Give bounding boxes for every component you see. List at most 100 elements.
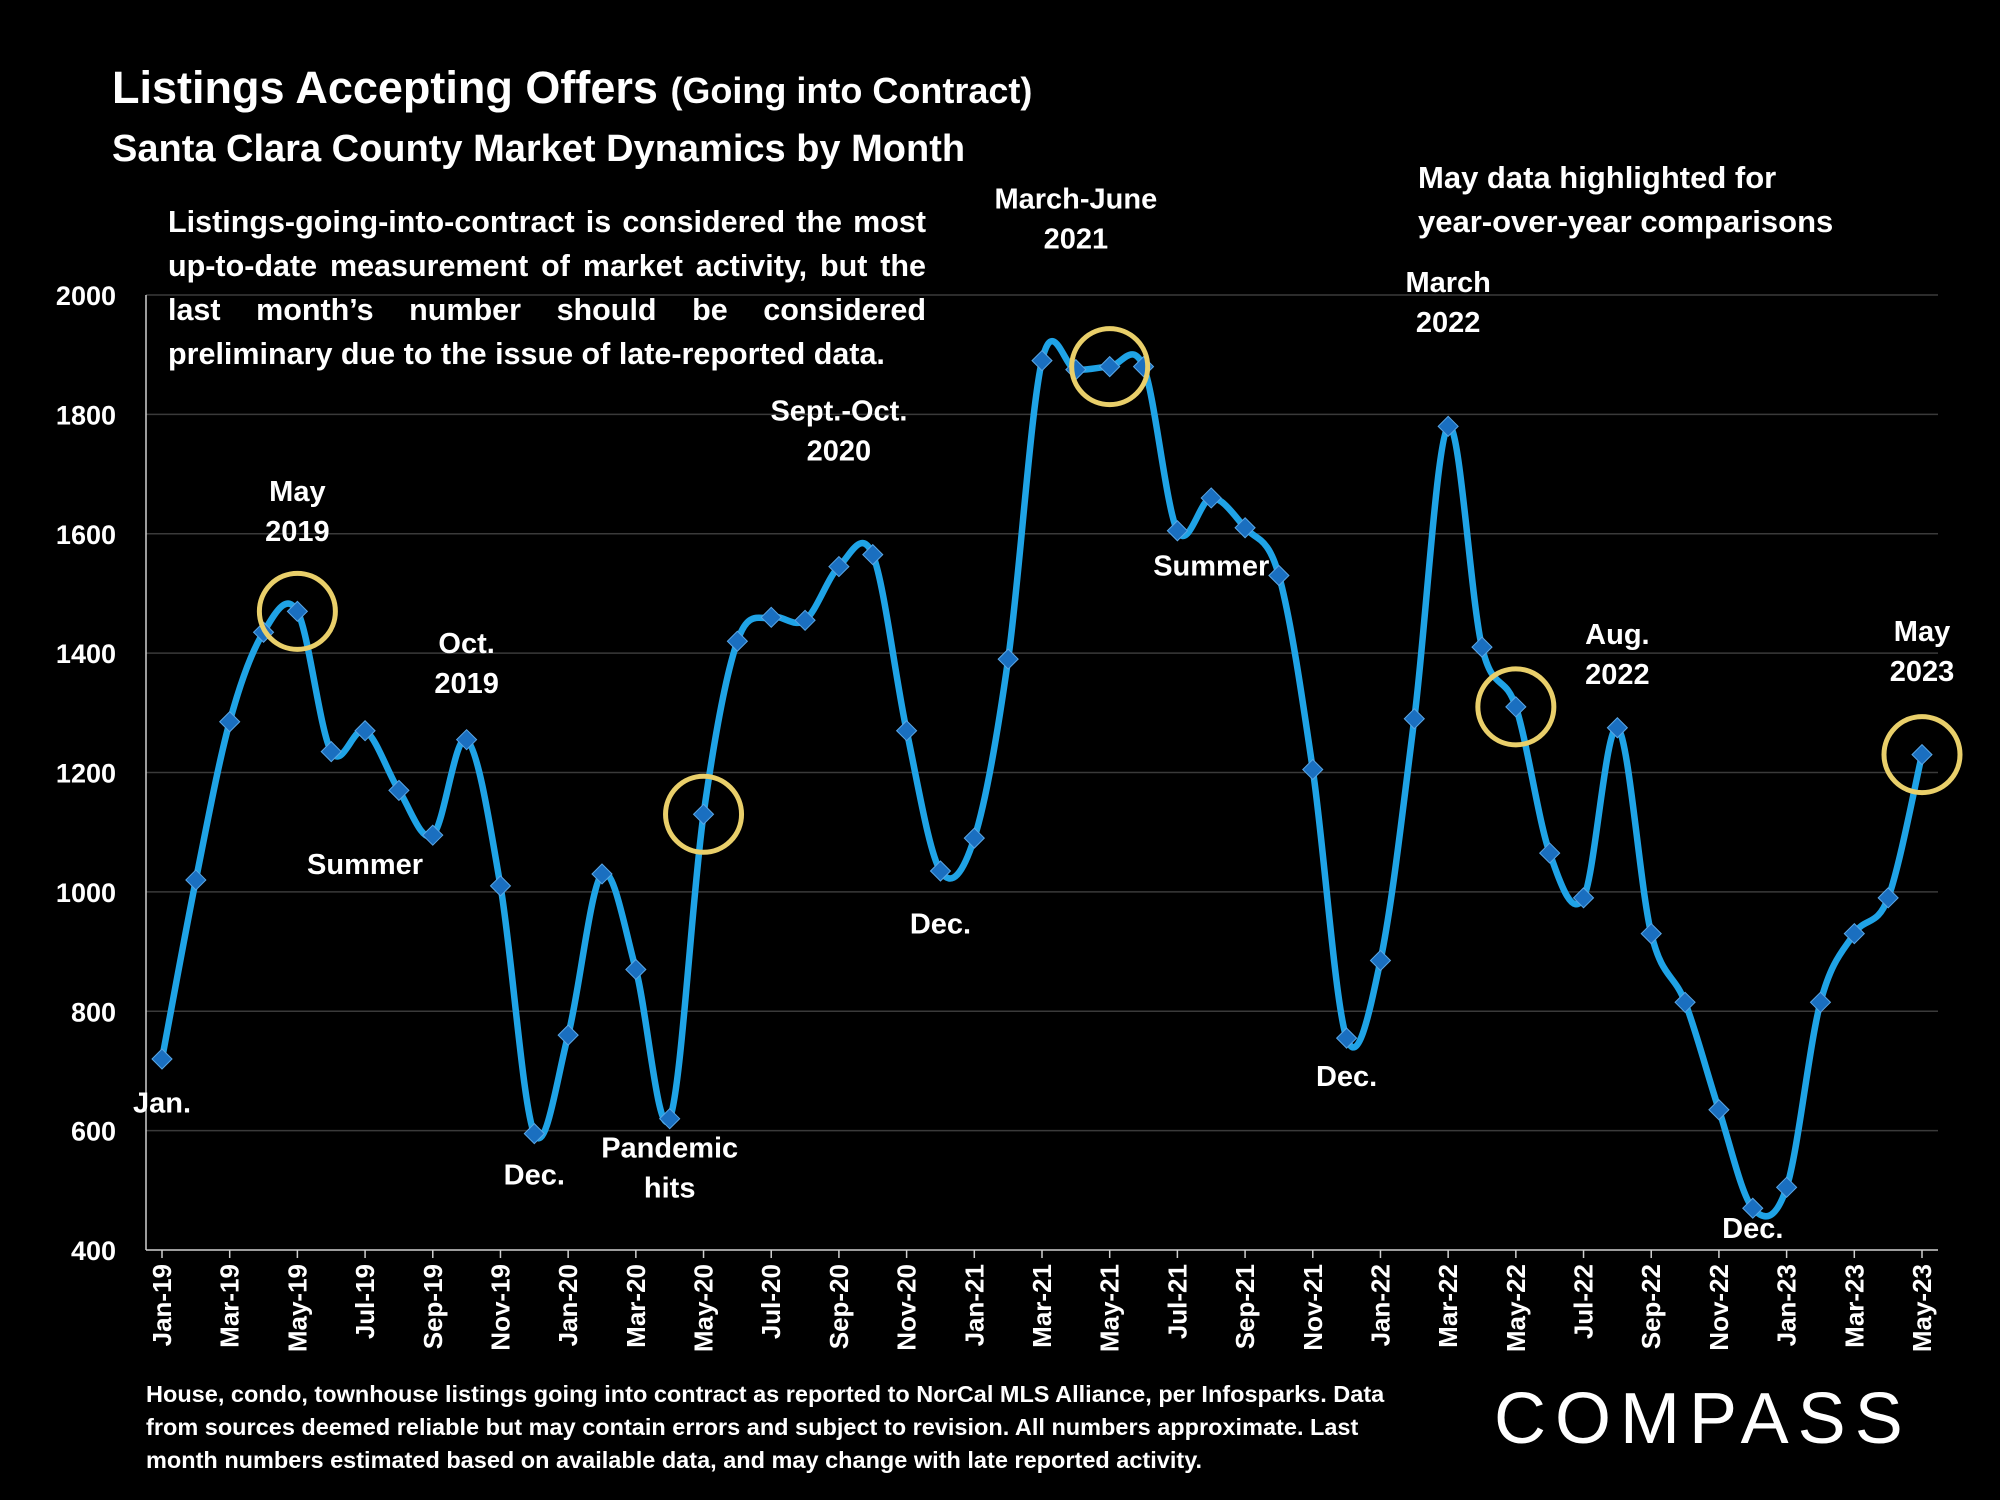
annotation-label: Dec.: [504, 1159, 565, 1191]
x-tick-label: Nov-22: [1704, 1264, 1734, 1351]
y-tick-label: 400: [71, 1236, 116, 1266]
data-point: [997, 648, 1019, 670]
data-point: [760, 606, 782, 629]
data-point: [591, 863, 613, 885]
data-point: [929, 860, 952, 882]
data-point: [151, 1048, 173, 1070]
data-point: [1335, 1027, 1358, 1049]
data-point: [557, 1024, 579, 1046]
x-tick-label: May-21: [1095, 1264, 1125, 1352]
annotation-label: Summer: [1153, 551, 1269, 583]
data-point: [185, 869, 207, 891]
data-point: [1775, 1176, 1798, 1199]
data-point: [1302, 758, 1324, 781]
x-tick-label: Nov-21: [1298, 1264, 1328, 1351]
x-tick-label: Sep-22: [1636, 1264, 1666, 1349]
data-point: [1403, 708, 1426, 730]
x-tick-label: Mar-19: [215, 1264, 245, 1348]
series-line: [158, 337, 1926, 1220]
data-point: [354, 720, 376, 742]
x-tick-label: Jul-21: [1162, 1264, 1192, 1339]
x-tick-label: Mar-20: [621, 1264, 651, 1348]
y-tick-label: 2000: [56, 281, 116, 311]
x-tick-label: Mar-21: [1027, 1264, 1057, 1348]
data-point: [1674, 991, 1696, 1014]
data-point: [1471, 636, 1493, 658]
data-point: [1911, 743, 1933, 766]
annotation-label: Summer: [307, 849, 423, 881]
annotation-label: Dec.: [910, 909, 971, 941]
data-point: [1268, 564, 1290, 587]
data-point: [1234, 517, 1256, 539]
annotation-label: May 2019: [265, 476, 330, 548]
highlight-circle: [1881, 714, 1963, 796]
annotation-label: March 2022: [1405, 267, 1490, 339]
data-point: [1572, 887, 1595, 909]
y-axis: 400 600 800 1000 1200 1400 1600 1800 2000: [56, 281, 116, 1266]
data-point: [422, 824, 444, 846]
annotation-label: Dec.: [1316, 1061, 1377, 1093]
highlight-circle: [663, 773, 745, 855]
data-point: [895, 720, 918, 742]
x-tick-label: Nov-19: [485, 1264, 515, 1351]
annotation-label: Oct. 2019: [434, 628, 499, 700]
data-point: [1369, 949, 1392, 972]
data-point: [963, 827, 986, 849]
highlights: [256, 326, 1963, 855]
annotation-label: Aug. 2022: [1585, 619, 1650, 691]
data-point: [1809, 991, 1832, 1014]
highlight-circle: [1475, 666, 1557, 748]
x-tick-label: May-22: [1501, 1264, 1531, 1352]
highlight-circle: [1069, 326, 1151, 408]
y-tick-label: 1000: [56, 878, 116, 908]
data-point: [1437, 415, 1459, 438]
x-tick-label: Nov-20: [892, 1264, 922, 1351]
x-tick-label: May-23: [1907, 1264, 1937, 1352]
chart-subtitle: Santa Clara County Market Dynamics by Mo…: [112, 128, 966, 170]
annotations: Jan. May 2019 Summer Oct. 2019 Dec. Pandemic hit…: [133, 183, 1954, 1245]
data-point: [1538, 842, 1561, 864]
chart-title: Listings Accepting Offers (Going into Co…: [112, 62, 1033, 113]
data-point: [625, 958, 647, 981]
data-point: [1877, 887, 1899, 909]
data-point: [828, 555, 850, 578]
data-point: [455, 728, 478, 751]
x-tick-label: Jul-22: [1569, 1264, 1599, 1339]
data-point: [388, 779, 410, 802]
y-tick-label: 1200: [56, 759, 116, 789]
y-tick-label: 1400: [56, 639, 116, 669]
x-tick-label: May-20: [689, 1264, 719, 1352]
annotation-label: Sept.-Oct. 2020: [770, 395, 907, 467]
x-tick-label: Sep-19: [418, 1264, 448, 1349]
annotation-label: Pandemic hits: [601, 1132, 738, 1204]
highlight-note: May data highlighted for year-over-year …: [1418, 160, 1834, 239]
data-point: [286, 600, 309, 623]
x-tick-label: Jan-20: [553, 1264, 583, 1346]
data-point: [1843, 922, 1866, 945]
x-tick-label: Jul-19: [350, 1264, 380, 1339]
data-point: [523, 1122, 546, 1145]
y-tick-label: 600: [71, 1117, 116, 1147]
data-point: [1606, 717, 1629, 739]
grid: [145, 294, 1938, 1251]
data-point: [692, 803, 715, 825]
x-tick-label: Jan-21: [959, 1264, 989, 1346]
annotation-label: March-June 2021: [994, 183, 1157, 255]
y-tick-label: 800: [71, 997, 116, 1027]
highlight-circle: [256, 570, 338, 652]
annotation-label: Dec.: [1722, 1213, 1783, 1245]
x-tick-label: Jul-20: [756, 1264, 786, 1339]
x-tick-label: Mar-22: [1433, 1264, 1463, 1348]
x-tick-label: May-19: [282, 1264, 312, 1352]
x-tick-label: Sep-21: [1230, 1264, 1260, 1349]
methodology-note: Listings-going-into-contract is consider…: [168, 205, 926, 371]
data-point: [1640, 922, 1662, 945]
data-point: [1098, 355, 1121, 378]
data-point: [862, 543, 884, 566]
data-point: [794, 609, 816, 632]
annotation-label: Jan.: [133, 1088, 191, 1120]
data-point: [726, 630, 749, 652]
data-point: [489, 875, 512, 897]
data-point: [218, 711, 241, 733]
